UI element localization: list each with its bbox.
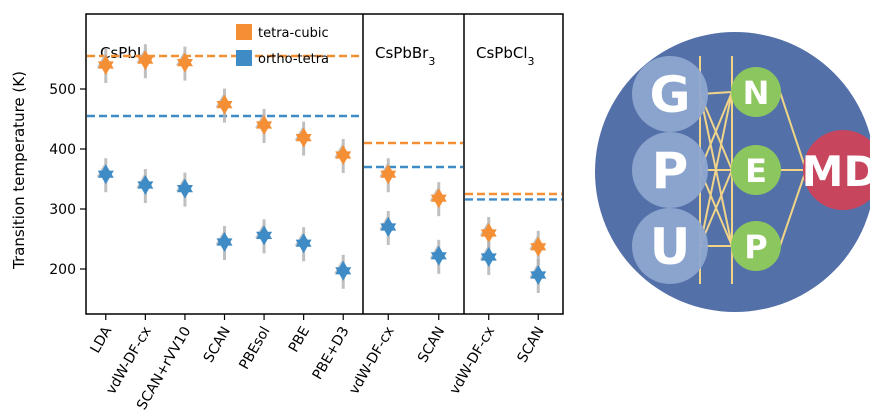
logo-node-u xyxy=(632,208,708,284)
panel-title-subscript: 3 xyxy=(428,55,435,68)
legend-swatch xyxy=(236,50,252,66)
y-axis-label: Transition temperature (K) xyxy=(10,71,28,270)
legend-swatch xyxy=(236,24,252,40)
logo-letter-p-mid: P xyxy=(744,228,767,266)
panel-title-formula: CsPbCl xyxy=(476,44,528,62)
data-point xyxy=(256,231,273,246)
legend: tetra-cubic ortho-tetra xyxy=(236,24,329,67)
y-tick-label: 400 xyxy=(49,142,76,158)
data-point xyxy=(256,121,273,135)
logo-letter-g: G xyxy=(649,66,690,124)
panel-0: CsPbI3LDAvdW-DF-cxSCAN+rVV10SCANPBEsolPB… xyxy=(87,44,362,413)
legend-label: tetra-cubic xyxy=(258,26,329,41)
logo-letter-n: N xyxy=(743,74,770,112)
legend-label: ortho-tetra xyxy=(258,52,329,67)
x-tick-label: PBE+D3 xyxy=(310,324,353,383)
x-tick-label: vdW-DF-cx xyxy=(447,324,499,397)
x-tick-label: SCAN xyxy=(514,324,547,366)
logo-letter-md: MD xyxy=(802,147,870,196)
panel-title: CsPbBr3 xyxy=(375,44,435,68)
panel-title-formula: CsPbI xyxy=(100,44,141,62)
logo-letter-u: U xyxy=(650,218,691,276)
logo-node-g xyxy=(632,56,708,132)
y-tick-label: 300 xyxy=(49,202,76,218)
panel-title-formula: CsPbBr xyxy=(375,44,429,62)
data-point xyxy=(97,170,114,185)
data-point xyxy=(530,271,547,285)
logo-node-p-left xyxy=(632,132,708,208)
data-point xyxy=(216,101,233,115)
logo-node-md xyxy=(803,130,870,210)
data-point xyxy=(295,239,312,254)
network-edge xyxy=(699,91,733,247)
data-point xyxy=(380,170,397,185)
data-point xyxy=(137,181,154,195)
logo-node-e xyxy=(731,145,781,195)
x-tick-label: vdW-DF-cx xyxy=(346,324,398,397)
data-point xyxy=(430,252,447,266)
transition-temperature-chart: Transition temperature (K) 200 300 400 500 C… xyxy=(10,13,564,413)
network-edge xyxy=(779,91,807,171)
logo-letter-e: E xyxy=(745,152,767,190)
x-tick-label: SCAN xyxy=(201,324,234,366)
data-point xyxy=(335,267,352,281)
panel-title-subscript: 3 xyxy=(528,55,535,68)
data-point xyxy=(176,185,193,199)
data-point xyxy=(137,56,154,71)
data-point xyxy=(335,151,352,165)
x-tick-label: PBE xyxy=(286,324,313,355)
y-tick-label: 200 xyxy=(49,262,76,278)
network-edge xyxy=(779,169,807,247)
x-tick-label: LDA xyxy=(87,324,115,357)
data-point xyxy=(380,223,397,237)
logo-letter-p-left: P xyxy=(652,142,689,200)
data-point xyxy=(430,194,447,209)
data-point xyxy=(480,229,497,243)
x-tick-label: PBEsol xyxy=(236,324,273,372)
x-tick-label: SCAN xyxy=(415,324,448,366)
plot-frame xyxy=(85,13,564,315)
chart-panels: 200300400500CsPbI3LDAvdW-DF-cxSCAN+rVV10… xyxy=(49,13,564,413)
logo-node-n xyxy=(731,67,781,117)
data-point xyxy=(295,134,312,148)
panel-title: CsPbCl3 xyxy=(476,44,535,68)
data-point xyxy=(176,59,193,73)
logo-node-p-mid xyxy=(731,221,781,271)
data-point xyxy=(530,243,547,257)
y-tick-label: 500 xyxy=(49,82,76,98)
data-point xyxy=(97,61,114,75)
gpumd-logo: G P U N E P MD xyxy=(595,32,870,312)
data-point xyxy=(480,253,497,267)
data-point xyxy=(216,238,233,252)
